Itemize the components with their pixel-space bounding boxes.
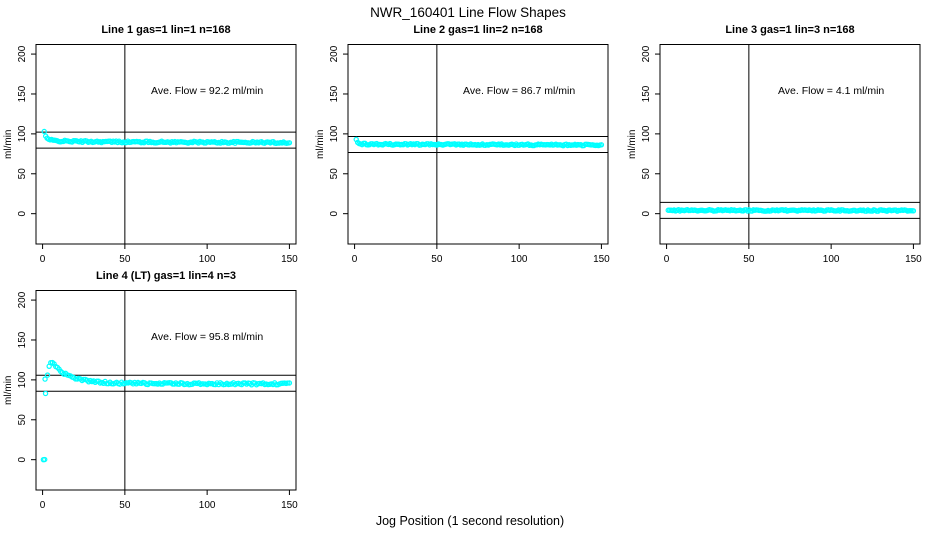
subplot-line-3: Line 3 gas=1 lin=3 n=168 0 50 100 150 0 50 100 1… xyxy=(627,24,922,265)
y-tick-label: 50 xyxy=(329,168,340,180)
x-tick-label: 0 xyxy=(352,254,358,265)
x-tick-label: 100 xyxy=(199,254,216,265)
subplot-title: Line 4 (LT) gas=1 lin=4 n=3 xyxy=(96,270,236,282)
subplot-line-4: Line 4 (LT) gas=1 lin=4 n=3 0 50 100 150 0 50 1… xyxy=(3,270,298,511)
x-tick-label: 50 xyxy=(119,500,131,511)
y-tick-label: 150 xyxy=(329,85,340,102)
y-tick-label: 50 xyxy=(641,168,652,180)
subplot-line-1: Line 1 gas=1 lin=1 n=168 0 50 100 150 0 50 100 1… xyxy=(3,24,298,265)
avg-flow-annotation: Ave. Flow = 95.8 ml/min xyxy=(151,331,263,343)
x-tick-label: 150 xyxy=(905,254,922,265)
y-tick-label: 50 xyxy=(17,168,28,180)
x-tick-label: 0 xyxy=(664,254,670,265)
global-x-axis-label: Jog Position (1 second resolution) xyxy=(376,514,564,528)
subplot-title: Line 1 gas=1 lin=1 n=168 xyxy=(101,24,230,36)
x-tick-label: 150 xyxy=(593,254,610,265)
outlier-data-point xyxy=(42,390,49,397)
x-tick-label: 50 xyxy=(431,254,443,265)
y-tick-label: 200 xyxy=(17,291,28,308)
data-point xyxy=(286,380,293,386)
y-tick-label: 200 xyxy=(329,45,340,62)
x-tick-label: 100 xyxy=(823,254,840,265)
y-tick-label: 100 xyxy=(17,371,28,388)
x-tick-label: 100 xyxy=(199,500,216,511)
y-tick-label: 100 xyxy=(641,125,652,142)
y-tick-label: 150 xyxy=(17,331,28,348)
x-tick-label: 50 xyxy=(743,254,755,265)
y-axis-label: ml/min xyxy=(315,130,326,159)
plot-box xyxy=(35,44,297,245)
subplot-title: Line 2 gas=1 lin=2 n=168 xyxy=(413,24,542,36)
avg-flow-annotation: Ave. Flow = 4.1 ml/min xyxy=(778,85,884,97)
x-tick-label: 150 xyxy=(281,254,298,265)
data-point xyxy=(910,208,917,214)
data-points xyxy=(665,206,917,214)
data-point xyxy=(44,372,51,378)
plot-box xyxy=(347,44,609,245)
y-axis-label: ml/min xyxy=(3,376,14,405)
y-tick-label: 0 xyxy=(17,210,28,216)
avg-flow-annotation: Ave. Flow = 86.7 ml/min xyxy=(463,85,575,97)
data-point xyxy=(41,128,47,135)
x-tick-label: 150 xyxy=(281,500,298,511)
plot-box xyxy=(35,290,297,491)
data-points xyxy=(353,136,605,149)
plot-box xyxy=(659,44,921,245)
y-tick-label: 0 xyxy=(641,210,652,216)
subplot-title: Line 3 gas=1 lin=3 n=168 xyxy=(725,24,854,36)
avg-flow-annotation: Ave. Flow = 92.2 ml/min xyxy=(151,85,263,97)
x-tick-label: 0 xyxy=(40,500,46,511)
y-tick-label: 0 xyxy=(17,456,28,462)
x-tick-label: 100 xyxy=(511,254,528,265)
figure-title: NWR_160401 Line Flow Shapes xyxy=(370,5,566,20)
y-tick-label: 100 xyxy=(329,125,340,142)
y-tick-label: 150 xyxy=(17,85,28,102)
y-tick-label: 100 xyxy=(17,125,28,142)
data-points xyxy=(41,128,293,146)
x-tick-label: 0 xyxy=(40,254,46,265)
y-axis-label: ml/min xyxy=(3,130,14,159)
subplot-line-2: Line 2 gas=1 lin=2 n=168 0 50 100 150 0 50 100 1… xyxy=(315,24,610,265)
data-point xyxy=(286,140,293,146)
y-tick-label: 200 xyxy=(641,45,652,62)
y-tick-label: 0 xyxy=(329,210,340,216)
y-axis-label: ml/min xyxy=(627,130,638,159)
data-point xyxy=(598,142,605,148)
y-tick-label: 200 xyxy=(17,45,28,62)
x-tick-label: 50 xyxy=(119,254,131,265)
y-tick-label: 150 xyxy=(641,85,652,102)
y-tick-label: 50 xyxy=(17,414,28,426)
data-points xyxy=(40,359,293,463)
outlier-data-point xyxy=(42,376,48,382)
outlier-data-point xyxy=(42,456,48,463)
